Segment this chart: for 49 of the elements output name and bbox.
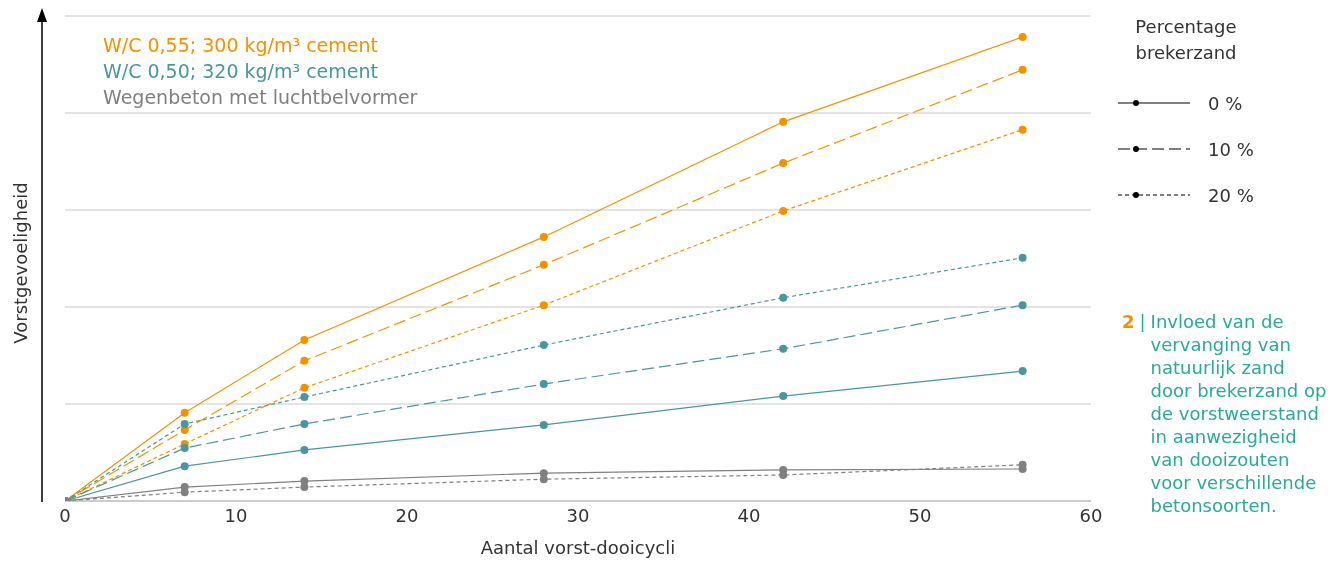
x-tick-label: 10 [224, 504, 248, 526]
point [1018, 367, 1027, 376]
point [539, 420, 548, 429]
point [779, 117, 788, 126]
x-tick-label: 40 [737, 504, 761, 526]
point [1018, 65, 1027, 74]
point [180, 408, 189, 417]
text: 2 | Invloed van de vervanging van natuurlijk zand door brekerzand op de vorstweerstand in aanwezigheid van dooizouten voor verschillende betonsoorten. [1122, 311, 1327, 516]
point [180, 488, 189, 497]
point [539, 260, 548, 269]
point [300, 356, 309, 365]
x-tick-label: 20 [395, 504, 419, 526]
text: 10 % [1208, 138, 1254, 160]
text: Wegenbeton met luchtbelvormer [103, 85, 418, 110]
point [779, 206, 788, 215]
text: W/C 0,50; 320 kg/m³ cement [103, 59, 379, 84]
point [180, 444, 189, 453]
point [180, 419, 189, 428]
point [779, 344, 788, 353]
text: 0 % [1208, 92, 1243, 114]
point [180, 462, 189, 471]
point [1018, 32, 1027, 41]
point [300, 419, 309, 428]
x-tick-label: 50 [908, 504, 932, 526]
x-axis-title: Aantal vorst-dooicycli [480, 537, 676, 558]
point [539, 475, 548, 484]
point [779, 293, 788, 302]
text: 20 % [1208, 184, 1254, 206]
point [539, 301, 548, 310]
point [779, 159, 788, 168]
x-tick-label: 60 [1079, 504, 1103, 526]
point [300, 445, 309, 454]
x-tick-label: 30 [566, 504, 590, 526]
point [539, 380, 548, 389]
point [1018, 301, 1027, 310]
point [300, 483, 309, 492]
y-axis-title: Vorstgevoeligheid [9, 182, 31, 344]
point [1018, 253, 1027, 262]
legend-title: Percentage brekerzand [1134, 15, 1238, 65]
point [1018, 125, 1027, 134]
text: W/C 0,55; 300 kg/m³ cement [103, 33, 379, 58]
point [300, 393, 309, 402]
point [779, 392, 788, 401]
point [539, 341, 548, 350]
point [300, 335, 309, 344]
x-tick-label: 0 [59, 504, 71, 526]
point [779, 471, 788, 480]
point [300, 383, 309, 392]
point [539, 232, 548, 241]
